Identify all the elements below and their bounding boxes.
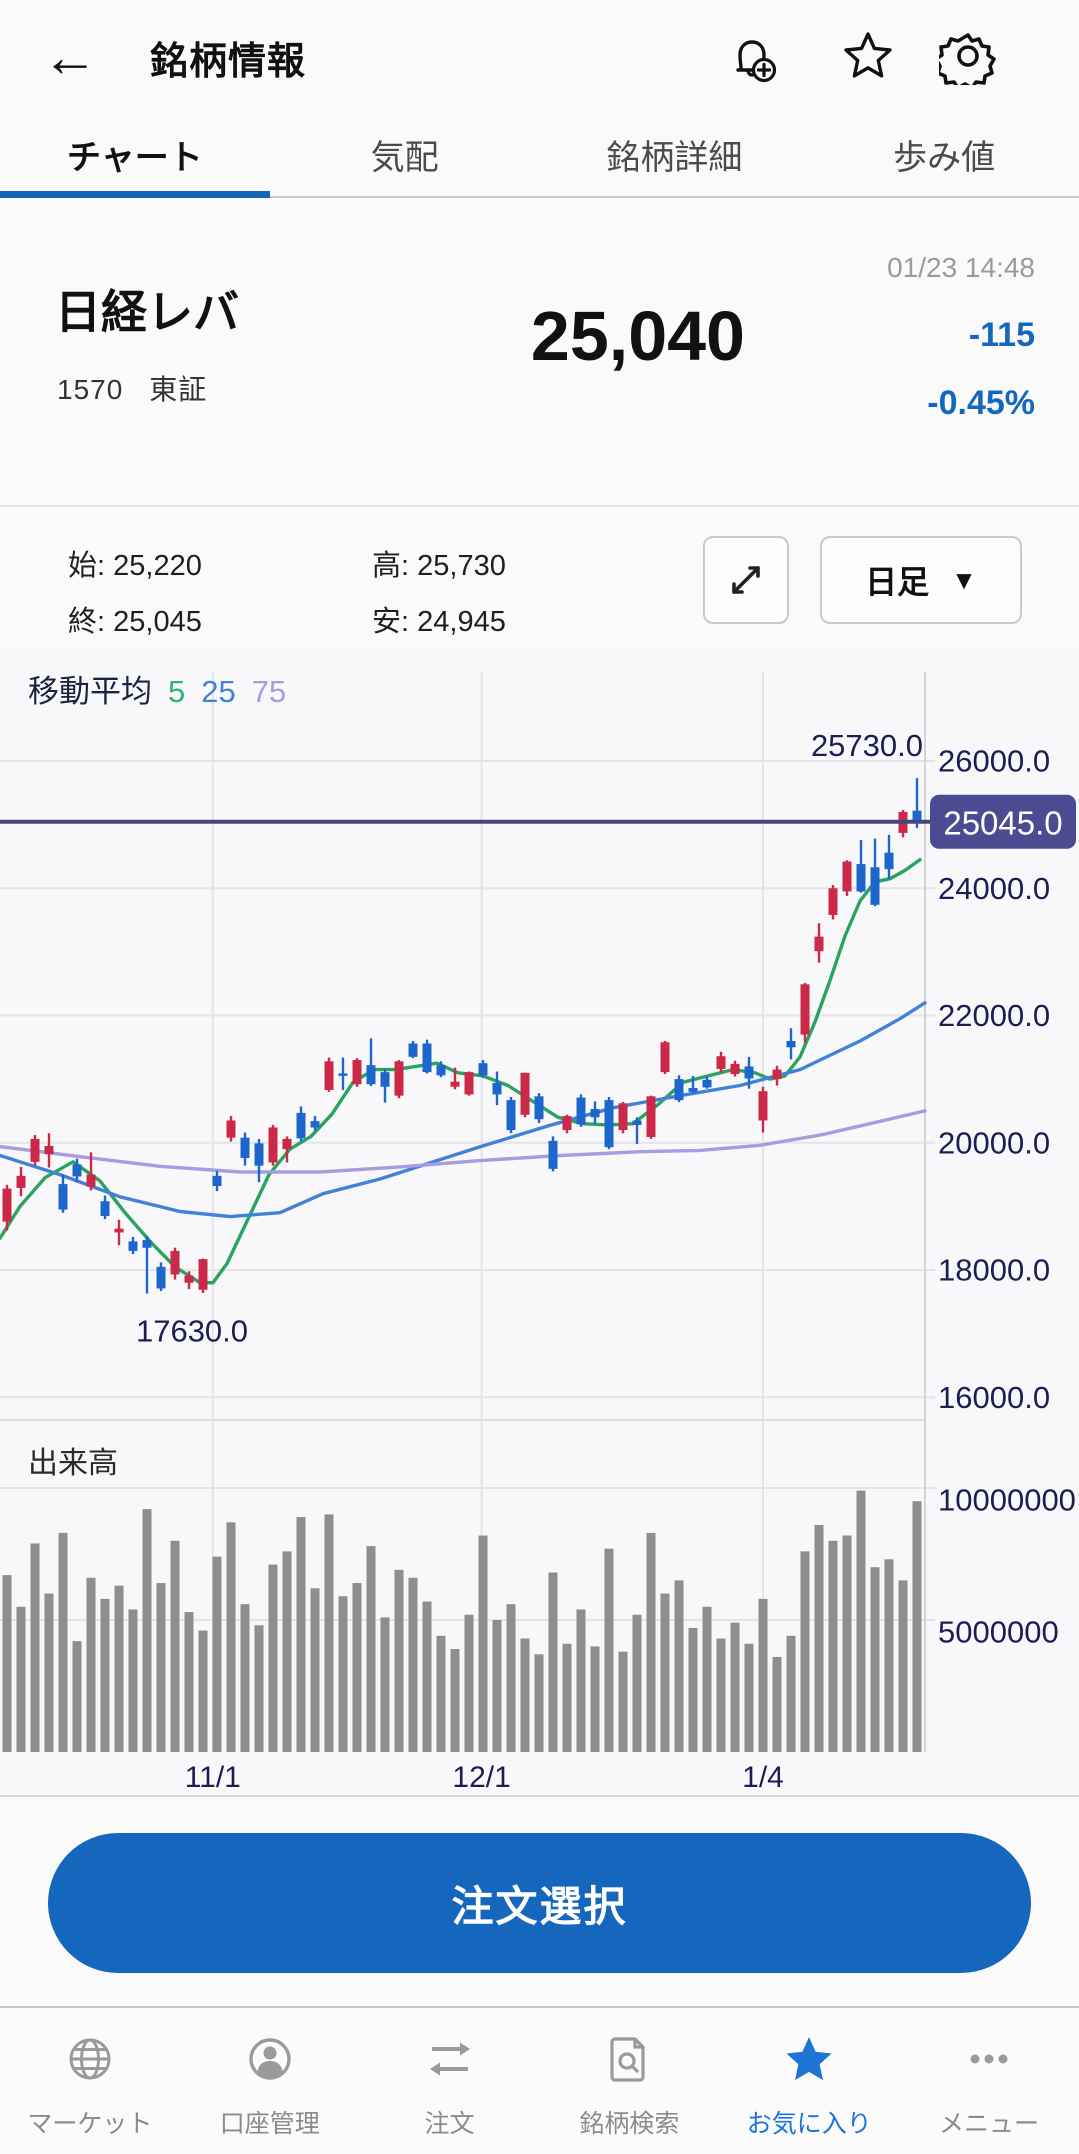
open-value: 25,220 — [113, 550, 202, 582]
app-header: ← 銘柄情報 — [0, 0, 1079, 112]
nav-label: マーケット — [27, 2110, 153, 2138]
close-value: 25,045 — [113, 606, 202, 638]
quote-timestamp: 01/23 14:48 — [887, 252, 1035, 283]
price-tick-label: 22000.0 — [938, 998, 1050, 1033]
price-tick-label: 20000.0 — [938, 1125, 1050, 1160]
timeframe-dropdown[interactable]: 日足 ▼ — [820, 536, 1022, 624]
volume-bars — [2, 1490, 922, 1752]
price-tick-label: 26000.0 — [938, 744, 1050, 779]
x-axis-label: 1/4 — [742, 1761, 784, 1794]
x-axis-label: 11/1 — [185, 1761, 241, 1794]
ma75-line — [0, 1109, 927, 1174]
ma-period-25: 25 — [201, 674, 236, 709]
favorite-star-icon[interactable] — [838, 26, 898, 86]
low-annotation: 17630.0 — [136, 1314, 248, 1349]
nav-label: 口座管理 — [219, 2110, 320, 2138]
price-tick-label: 24000.0 — [938, 871, 1050, 906]
candles — [2, 778, 922, 1294]
ma-legend-label: 移動平均 — [28, 674, 152, 709]
stock-exchange: 東証 — [149, 374, 208, 405]
current-price-line: 25045.0 — [0, 794, 1076, 849]
nav-item-5[interactable]: お気に入り — [719, 2008, 899, 2154]
high-row: 高: 25,730 — [372, 550, 506, 582]
ma-period-5: 5 — [168, 674, 186, 709]
price-change: -115 — [968, 316, 1035, 354]
page-title: 銘柄情報 — [150, 41, 307, 83]
price-change-percent: -0.45% — [927, 384, 1035, 422]
tab-2[interactable]: 気配 — [370, 138, 439, 177]
chevron-down-icon: ▼ — [951, 564, 977, 595]
candlestick-chart[interactable]: 25045.0 25730.0 17630.0 26000.0 24000.0 22000… — [0, 648, 1079, 1795]
favorites-icon — [780, 2030, 838, 2088]
ohlc-strip: 始: 25,220 終: 25,045 高: 25,730 安: 24,945 … — [0, 506, 1079, 651]
divider — [0, 505, 1079, 507]
moving-average-lines — [0, 857, 927, 1285]
chart-expand-button[interactable] — [703, 536, 789, 624]
tab-bar: チャート 気配 銘柄詳細 歩み値 — [0, 112, 1079, 198]
stock-name: 日経レバ — [55, 286, 239, 338]
nav-item-3[interactable]: 注文 — [360, 2008, 540, 2154]
nav-item-1[interactable]: マーケット — [0, 2008, 180, 2154]
axis-labels: 26000.0 24000.0 22000.0 20000.0 18000.0 16000… — [185, 744, 1076, 1795]
expand-diagonal-icon — [732, 566, 760, 594]
tab-1[interactable]: チャート — [0, 112, 270, 198]
orders-icon — [421, 2030, 479, 2088]
timeframe-value: 日足 — [865, 564, 930, 600]
low-row: 安: 24,945 — [372, 606, 506, 638]
menu-dots-icon — [960, 2030, 1018, 2088]
low-value: 24,945 — [417, 606, 506, 638]
nav-item-6[interactable]: メニュー — [899, 2008, 1079, 2154]
ma25-line — [0, 1001, 927, 1219]
back-button[interactable]: ← — [42, 24, 98, 88]
tab-4[interactable]: 歩み値 — [893, 138, 996, 177]
high-annotation: 25730.0 — [811, 728, 923, 763]
last-price: 25,040 — [530, 297, 745, 375]
stock-search-icon — [600, 2030, 658, 2088]
nav-label: 注文 — [424, 2110, 475, 2138]
price-tick-label: 18000.0 — [938, 1253, 1050, 1288]
account-icon — [241, 2030, 299, 2088]
settings-gear-icon[interactable] — [938, 26, 998, 86]
order-select-button[interactable]: 注文選択 — [48, 1833, 1031, 1973]
nav-label: メニュー — [939, 2110, 1040, 2138]
current-price-label: 25045.0 — [943, 804, 1062, 841]
chart-area: 25045.0 25730.0 17630.0 26000.0 24000.0 22000… — [0, 648, 1079, 1797]
open-row: 始: 25,220 — [68, 550, 202, 582]
stock-summary: 日経レバ 1570 東証 01/23 14:48 25,040 -115 -0.4… — [0, 196, 1079, 507]
close-row: 終: 25,045 — [68, 606, 202, 638]
x-axis-label: 12/1 — [452, 1761, 510, 1794]
volume-tick-label: 5000000 — [938, 1615, 1059, 1650]
stock-code: 1570 — [57, 374, 124, 405]
volume-tick-label: 10000000 — [938, 1483, 1076, 1518]
high-value: 25,730 — [417, 550, 506, 582]
bottom-navigation: マーケット 口座管理 注文 銘柄検索 お気に入り メニュー — [0, 2006, 1079, 2154]
moving-average-legend: 移動平均 5 25 75 — [28, 666, 286, 711]
nav-item-2[interactable]: 口座管理 — [180, 2008, 360, 2154]
globe-icon — [61, 2030, 119, 2088]
ma5-line — [0, 857, 922, 1285]
volume-pane-label: 出来高 — [28, 1447, 118, 1480]
tab-3[interactable]: 銘柄詳細 — [606, 138, 743, 177]
chart-gridlines — [0, 672, 935, 1752]
stock-code-exchange: 1570 東証 — [57, 368, 207, 408]
alert-add-icon[interactable] — [722, 26, 782, 86]
price-tick-label: 16000.0 — [938, 1380, 1050, 1415]
chart-annotations: 25730.0 17630.0 — [136, 728, 923, 1348]
nav-label: 銘柄検索 — [579, 2110, 680, 2138]
ma-period-75: 75 — [251, 674, 287, 709]
nav-label: お気に入り — [746, 2110, 872, 2138]
nav-item-4[interactable]: 銘柄検索 — [539, 2008, 719, 2154]
